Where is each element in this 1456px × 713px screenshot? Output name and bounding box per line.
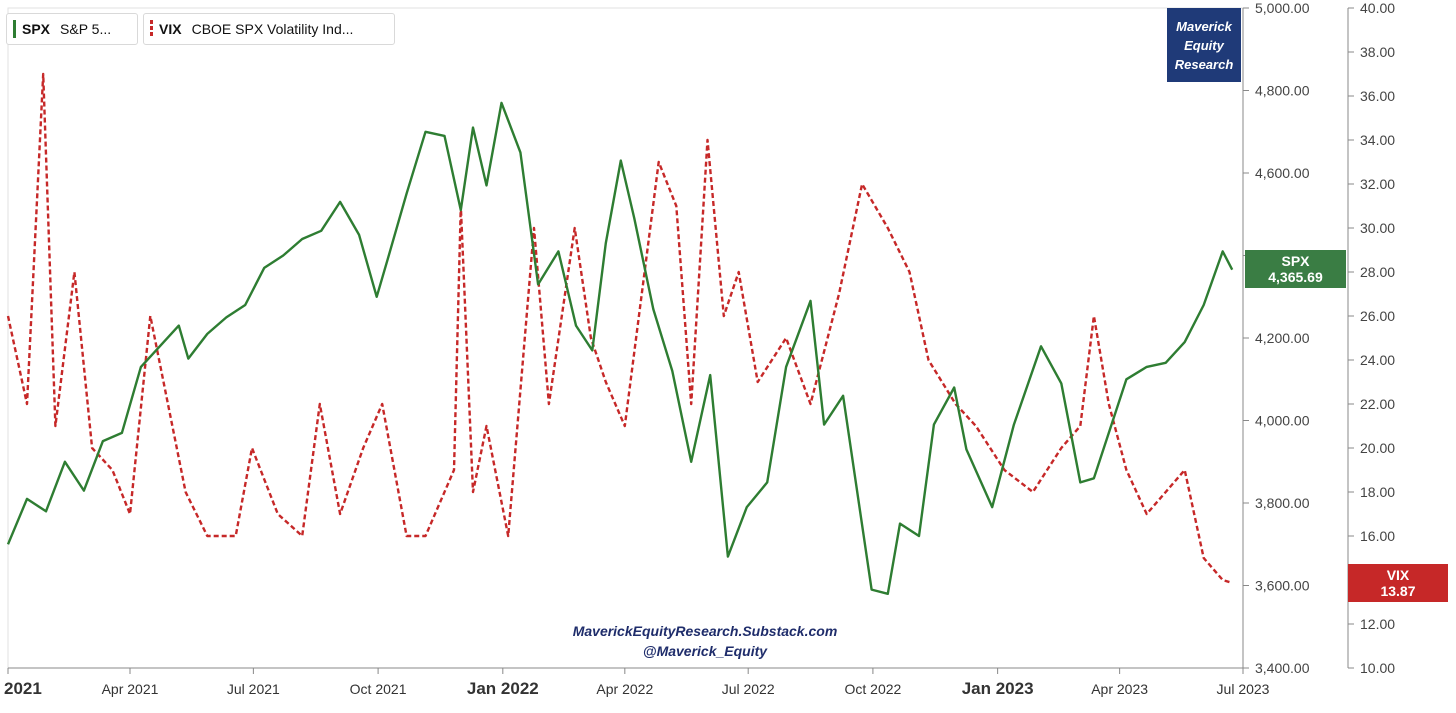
y-axis-right: 10.0012.0014.0016.0018.0020.0022.0024.00…	[1347, 0, 1395, 676]
y-left-tick-label: 3,400.00	[1255, 660, 1310, 676]
x-tick-label: Jul 2021	[227, 681, 280, 697]
y-right-tick-label: 34.00	[1360, 132, 1395, 148]
series-layer	[6, 72, 1234, 595]
y-right-tick-label: 12.00	[1360, 616, 1395, 632]
watermark-url: MaverickEquityResearch.Substack.com	[572, 623, 838, 639]
vix-swatch	[150, 20, 153, 38]
legend-vix-ticker: VIX	[159, 21, 182, 37]
y-left-tick-label: 4,600.00	[1255, 165, 1310, 181]
y-left-tick-label: 3,800.00	[1255, 495, 1310, 511]
legend-spx-name: S&P 5...	[60, 21, 112, 37]
x-tick-label: Jul 2023	[1217, 681, 1270, 697]
y-right-tick-label: 26.00	[1360, 308, 1395, 324]
y-right-tick-label: 10.00	[1360, 660, 1395, 676]
x-tick-label: Jan 2023	[962, 679, 1034, 698]
x-tick-label: Apr 2021	[102, 681, 159, 697]
spx-badge-value: 4,365.69	[1268, 269, 1323, 285]
legend-item-spx[interactable]: SPX S&P 5...	[6, 13, 138, 45]
series-line-vix	[6, 72, 1233, 585]
y-right-tick-label: 16.00	[1360, 528, 1395, 544]
brand-logo: Maverick Equity Research	[1167, 8, 1241, 82]
y-right-tick-label: 20.00	[1360, 440, 1395, 456]
legend-spx-ticker: SPX	[22, 21, 51, 37]
x-axis: 2021 Apr 2021 Jul 2021 Oct 2021 Jan 2022 Apr …	[4, 667, 1270, 698]
vix-last-value-badge: VIX 13.87	[1348, 564, 1448, 602]
x-tick-label: Oct 2021	[350, 681, 407, 697]
legend-vix-name: CBOE SPX Volatility Ind...	[191, 21, 354, 37]
y-left-tick-label: 4,800.00	[1255, 83, 1310, 99]
x-tick-label: Apr 2023	[1091, 681, 1148, 697]
x-tick-label: Jan 2022	[467, 679, 539, 698]
y-left-tick-label: 4,200.00	[1255, 330, 1310, 346]
watermark-handle: @Maverick_Equity	[642, 643, 768, 659]
x-tick-label: Oct 2022	[844, 681, 901, 697]
vix-badge-value: 13.87	[1380, 583, 1416, 599]
x-tick-label: Jul 2022	[722, 681, 775, 697]
y-left-tick-label: 4,000.00	[1255, 413, 1310, 429]
y-right-tick-label: 24.00	[1360, 352, 1395, 368]
spx-last-value-badge: SPX 4,365.69	[1245, 250, 1346, 288]
vix-badge-ticker: VIX	[1386, 567, 1410, 583]
y-left-tick-label: 3,600.00	[1255, 578, 1310, 594]
y-left-tick-label: 5,000.00	[1255, 0, 1310, 16]
y-right-tick-label: 30.00	[1360, 220, 1395, 236]
spx-badge-ticker: SPX	[1281, 253, 1310, 269]
y-right-tick-label: 32.00	[1360, 176, 1395, 192]
y-right-tick-label: 40.00	[1360, 0, 1395, 16]
legend-item-vix[interactable]: VIX CBOE SPX Volatility Ind...	[143, 13, 395, 45]
series-line-spx	[6, 101, 1234, 595]
x-tick-label: 2021	[4, 679, 42, 698]
y-axis-left: 3,400.00 3,600.00 3,800.00 4,000.00 4,200.00…	[1242, 0, 1310, 676]
y-right-tick-label: 22.00	[1360, 396, 1395, 412]
plot-frame	[7, 7, 1244, 669]
y-right-tick-label: 28.00	[1360, 264, 1395, 280]
y-right-tick-label: 18.00	[1360, 484, 1395, 500]
y-right-tick-label: 38.00	[1360, 44, 1395, 60]
y-right-tick-label: 36.00	[1360, 88, 1395, 104]
spx-swatch	[13, 20, 16, 38]
x-tick-label: Apr 2022	[596, 681, 653, 697]
